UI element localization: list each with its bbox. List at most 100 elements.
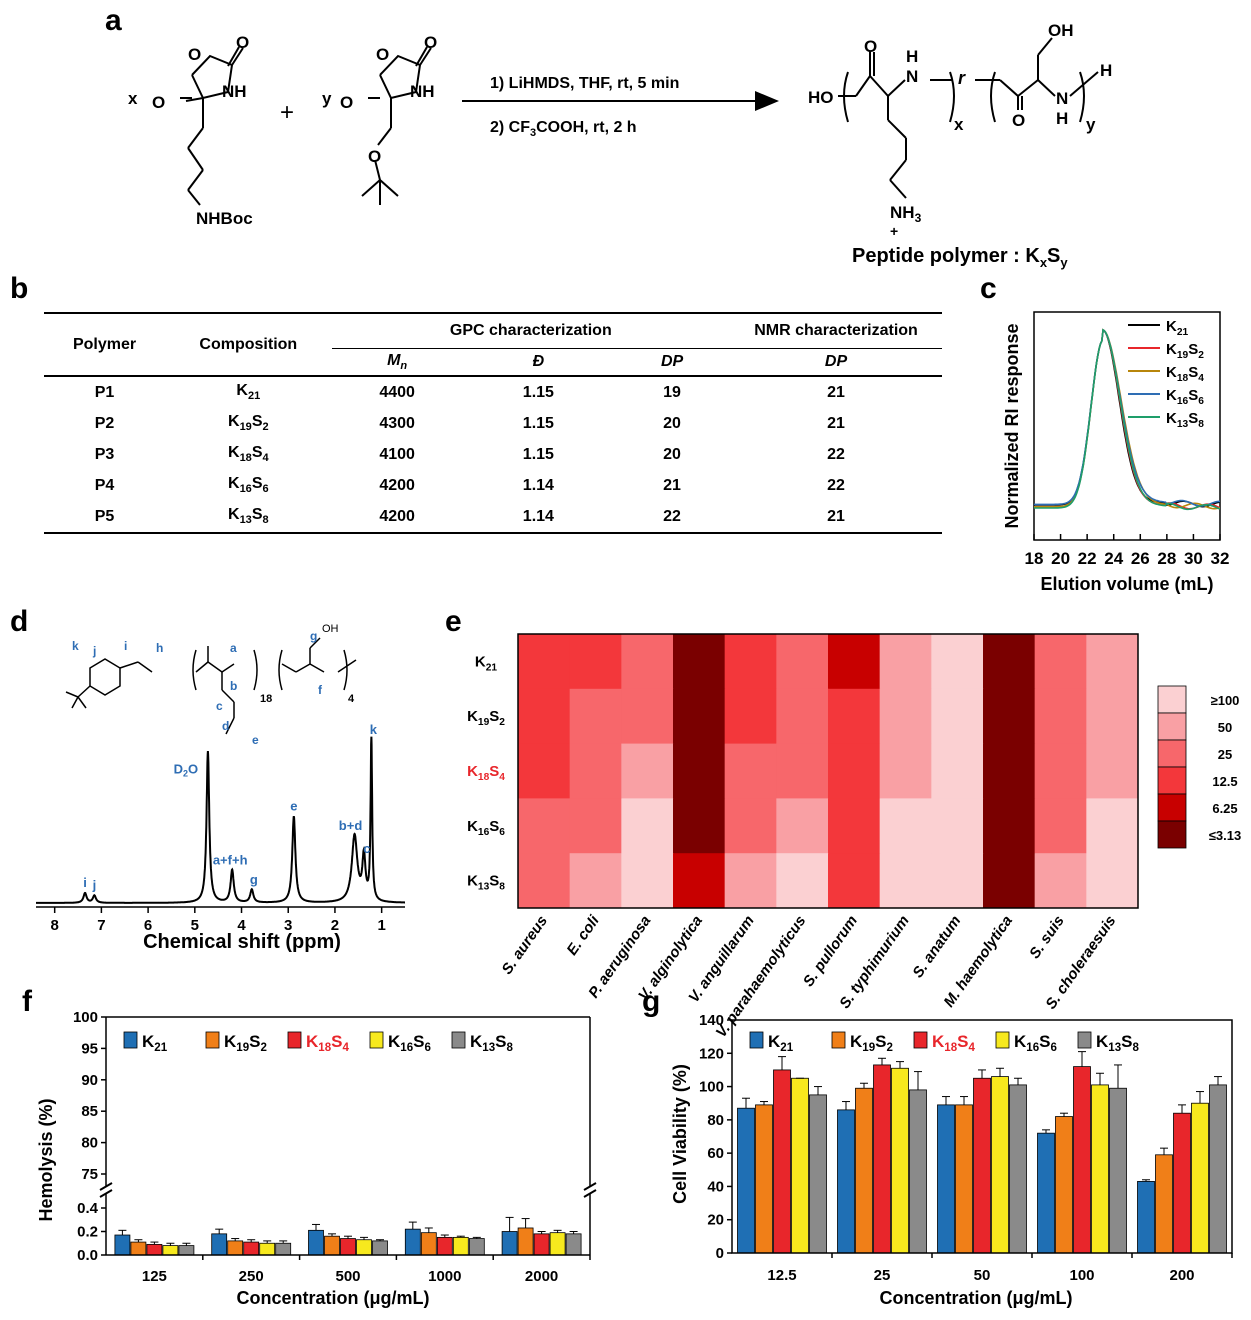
gpc-xlabel: Elution volume (mL) — [1041, 574, 1214, 594]
n-product-1: N — [906, 67, 918, 86]
h-product-2: H — [1056, 109, 1068, 128]
via-ytick-label: 120 — [699, 1045, 724, 1062]
via-ylabel: Cell Viability (%) — [670, 1064, 690, 1204]
bar-legend-swatch — [287, 1031, 302, 1049]
hemo-bar — [162, 1245, 179, 1256]
nmr-atom-label: k — [72, 639, 79, 653]
nmr-oh: OH — [322, 623, 339, 635]
bar-legend-swatch — [995, 1031, 1010, 1049]
heatmap-cell — [828, 798, 881, 854]
bar-legend-swatch — [205, 1031, 220, 1049]
heatmap-row-label: K18S4 — [467, 763, 505, 783]
product-structure — [838, 37, 1099, 199]
hemo-ytick-label: 90 — [81, 1072, 98, 1089]
sub-y-product: y — [1086, 115, 1096, 134]
cell-polymer: P3 — [94, 445, 115, 463]
nmr-peak-label: j — [92, 878, 97, 893]
nmr-tick-label: 7 — [97, 917, 105, 934]
hemo-bar — [420, 1232, 437, 1256]
lys-nca-structure — [180, 46, 244, 206]
header-polymer: Polymer — [44, 313, 166, 377]
via-bar — [1009, 1084, 1027, 1254]
heatmap-cell — [673, 798, 726, 854]
hemo-break-right — [583, 1182, 597, 1191]
o-carbonyl-1a: O — [236, 33, 249, 52]
cell-dp-nmr: 21 — [827, 507, 845, 525]
bar-legend-label: K13S8 — [1096, 1032, 1139, 1054]
hemo-ytick-label: 85 — [81, 1103, 98, 1120]
cell-dispersity: 1.14 — [522, 507, 554, 525]
via-ytick-label: 100 — [699, 1079, 724, 1096]
panel-letter-a: a — [105, 4, 122, 37]
cell-dp: 21 — [663, 476, 681, 494]
heatmap-cell — [1034, 688, 1087, 745]
cell-dispersity: 1.14 — [522, 476, 554, 494]
o-carbonyl-1b: O — [152, 93, 165, 112]
heatmap-cell — [828, 634, 881, 690]
hemo-bar — [436, 1236, 453, 1256]
heatmap-cell — [983, 634, 1036, 690]
hemo-bar — [130, 1241, 147, 1256]
table-row: P4 K16S6 4200 1.14 21 22 — [44, 470, 942, 501]
heatmap-cell — [931, 688, 984, 745]
via-xtick-label: 50 — [974, 1267, 991, 1284]
gpc-tick-label: 26 — [1131, 549, 1150, 568]
bar-legend-label: K16S6 — [1014, 1032, 1057, 1054]
heatmap-cell — [724, 798, 777, 854]
cell-dp-nmr: 22 — [827, 445, 845, 463]
heatmap-cell — [724, 634, 777, 690]
heatmap-cell — [1034, 853, 1087, 909]
hemo-break-right — [583, 1189, 597, 1198]
hemo-ytick-label: 0.2 — [77, 1224, 98, 1241]
reaction-scheme: x O O O NH NHBoc + y — [128, 21, 1112, 270]
cell-dispersity: 1.15 — [522, 445, 554, 463]
gpc-tick-label: 32 — [1211, 549, 1230, 568]
via-bar — [973, 1077, 991, 1254]
heatmap-cell — [724, 853, 777, 909]
bar-legend-swatch — [913, 1031, 928, 1049]
nmr-tick-label: 8 — [51, 917, 59, 934]
via-ytick-label: 0 — [716, 1245, 724, 1262]
via-frame — [731, 1019, 1233, 1254]
gpc-legend-label: K21 — [1166, 318, 1189, 338]
hemo-bar — [308, 1229, 324, 1256]
cell-composition: K21 — [236, 382, 261, 403]
hemo-xtick-label: 250 — [239, 1268, 264, 1285]
via-bar — [1109, 1087, 1127, 1254]
via-bar — [855, 1087, 873, 1254]
nmr-sub-18: 18 — [260, 693, 272, 705]
gpc-plot-frame — [1033, 311, 1221, 541]
heatmap-cell — [518, 688, 571, 745]
nmr-peak-label: D2O — [174, 761, 199, 778]
charge-plus: + — [890, 223, 898, 239]
bar-legend-label: K18S4 — [932, 1032, 975, 1054]
hemo-bar — [211, 1233, 228, 1256]
heatmap-cell — [1086, 688, 1139, 745]
cell-composition: K13S8 — [228, 506, 269, 527]
heatmap-cell — [1086, 634, 1139, 690]
hemo-bar — [146, 1244, 163, 1256]
header-dp: DP — [660, 353, 684, 370]
heatmap-legend-swatch — [1157, 712, 1187, 741]
header-gpc: GPC characterization — [331, 313, 731, 349]
heatmap-legend-label: 50 — [1218, 720, 1232, 735]
bar-legend-label: K16S6 — [388, 1032, 431, 1054]
bar-legend-label: K18S4 — [306, 1032, 349, 1054]
ser-nca-structure — [361, 46, 432, 205]
cell-dispersity: 1.15 — [522, 383, 554, 401]
table-row: P1 K21 4400 1.15 19 21 — [44, 376, 942, 408]
nmr-peak-label: i — [83, 875, 87, 890]
header-nmr: NMR characterization — [730, 313, 942, 349]
nmr-tick-label: 6 — [144, 917, 152, 934]
gpc-chart: 18 20 22 24 26 28 30 32 K21 K19S2 K18S4 K16S6 K13S8… — [1002, 311, 1230, 594]
hemo-ytick-label: 95 — [81, 1040, 98, 1057]
panel-letter-g: g — [642, 985, 661, 1018]
heatmap-cell — [621, 743, 674, 799]
gpc-legend-label: K16S6 — [1166, 387, 1204, 407]
hemo-ytick-label: 100 — [73, 1009, 98, 1026]
gpc-trace — [1034, 328, 1220, 511]
heatmap-cell — [1034, 634, 1087, 690]
via-bar — [873, 1064, 891, 1254]
gpc-ylabel: Normalized RI response — [1002, 323, 1022, 528]
